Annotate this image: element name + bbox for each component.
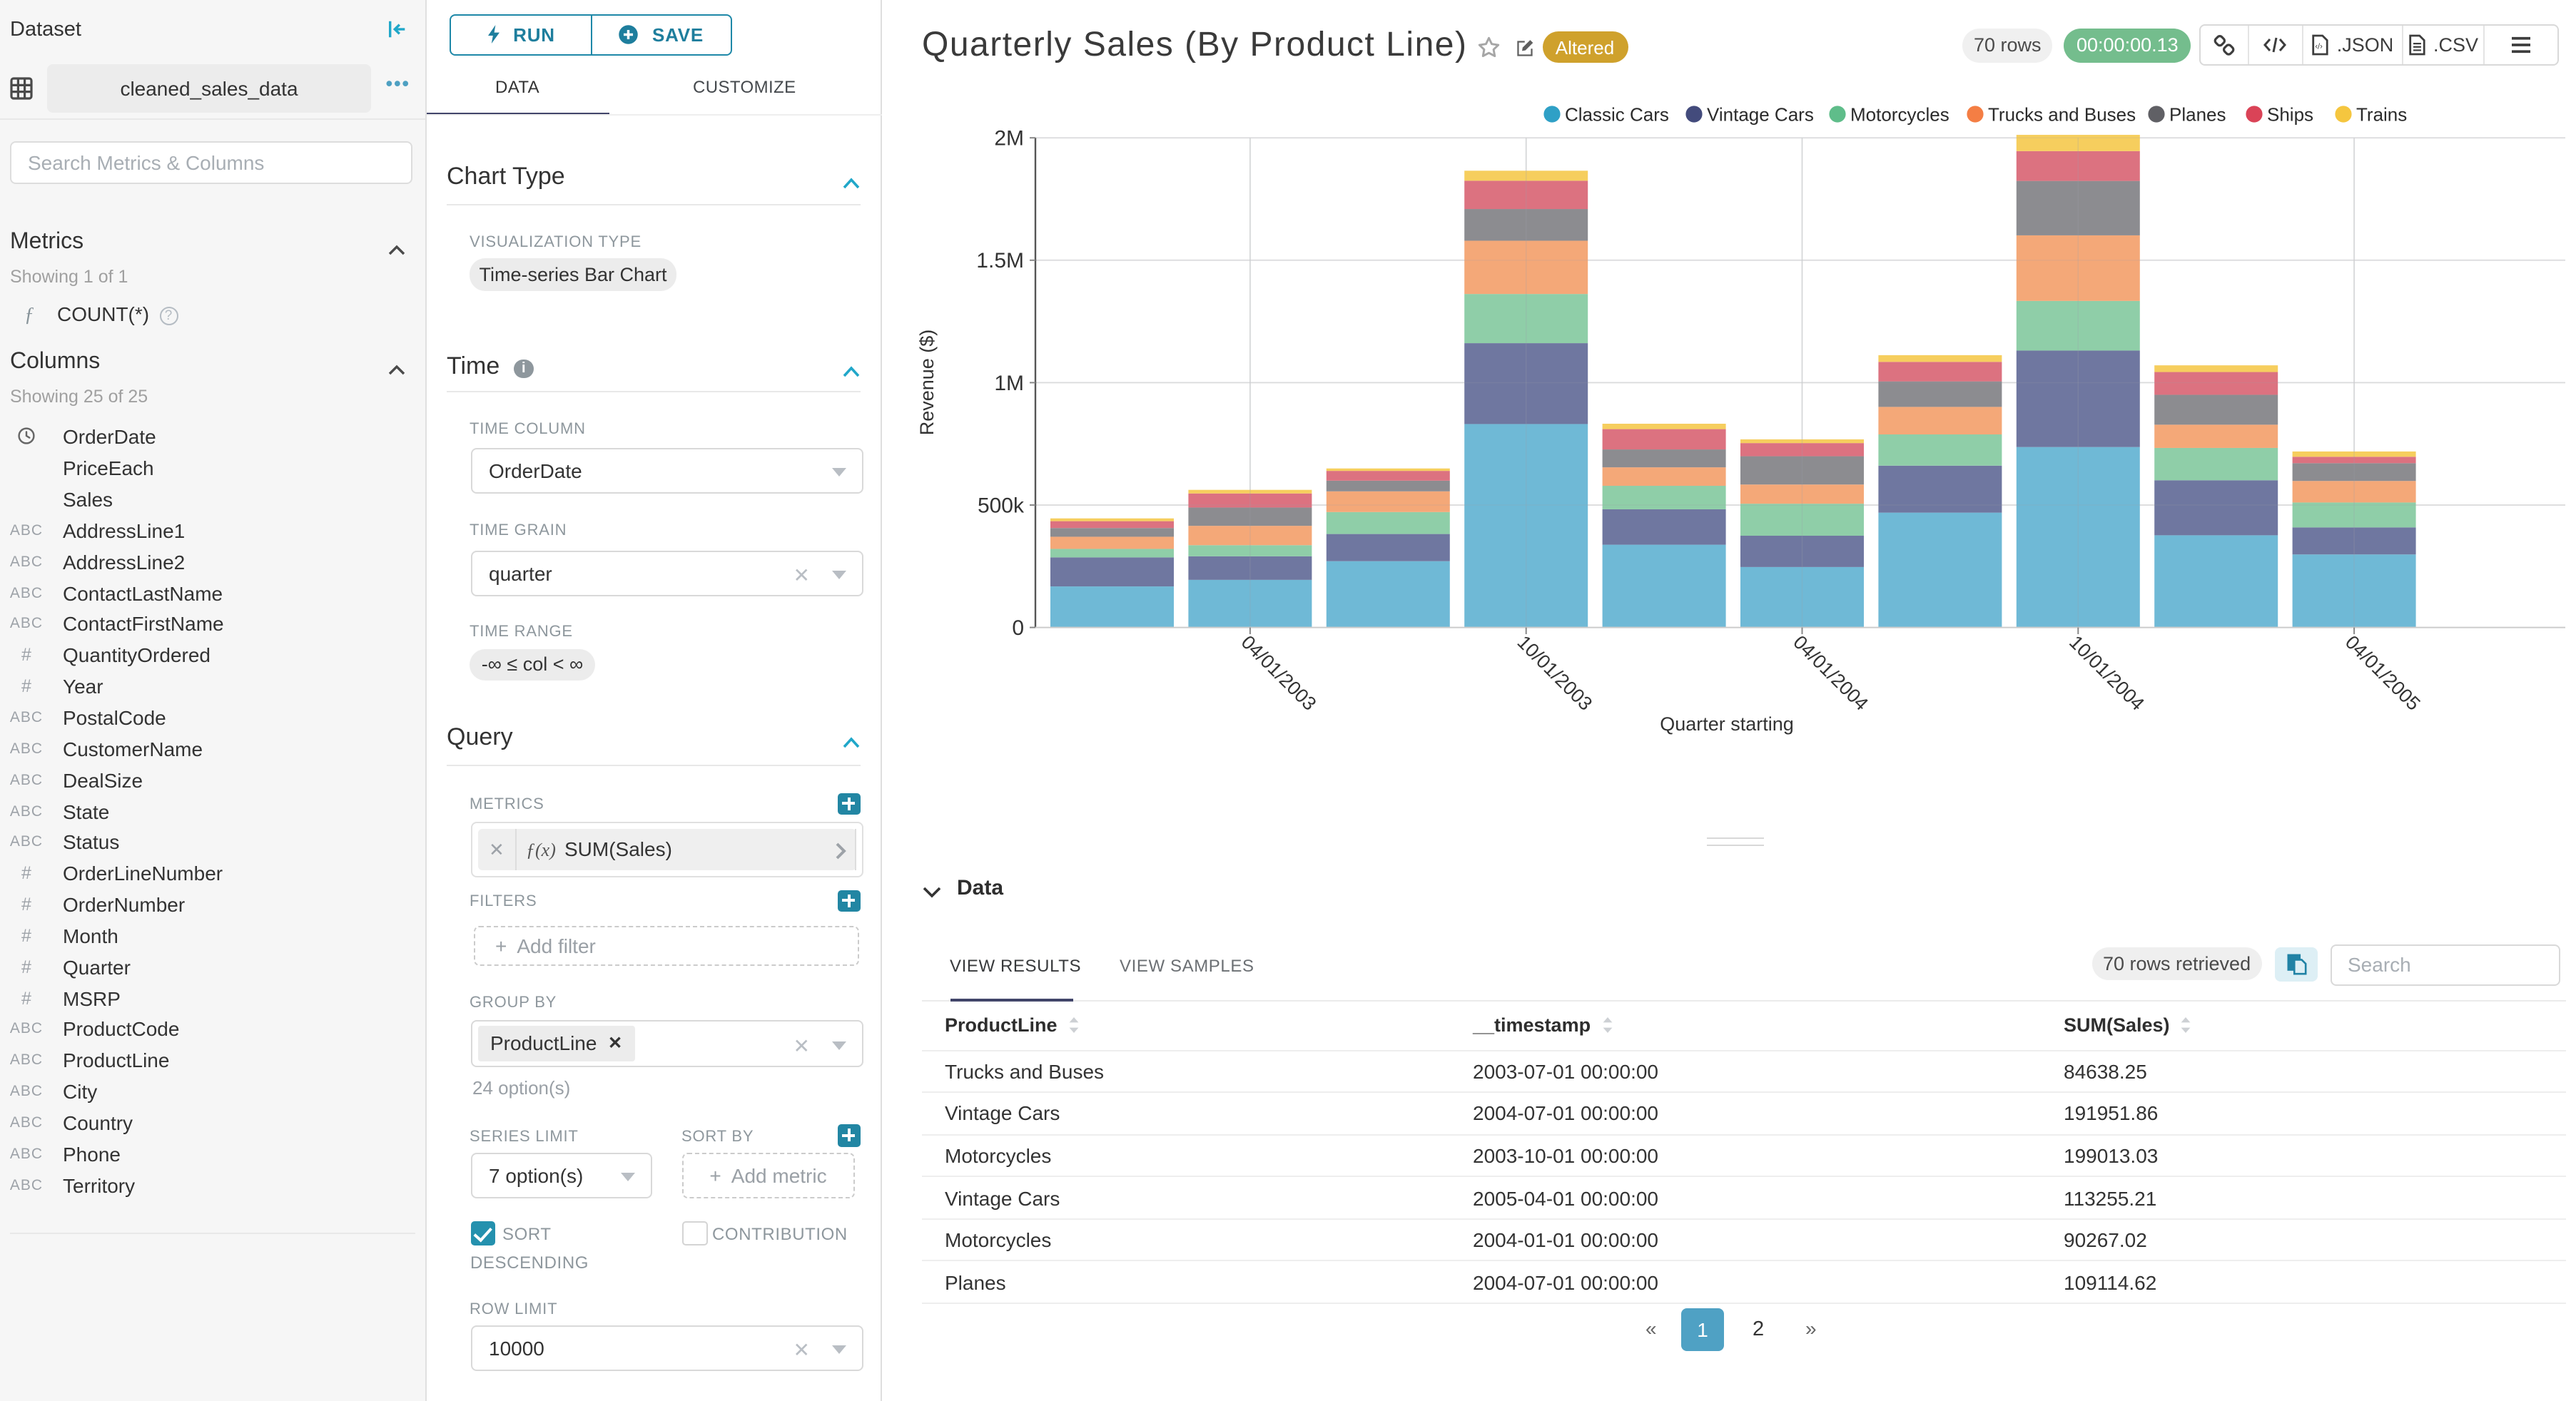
svg-text:04/01/2004: 04/01/2004 <box>1789 631 1872 715</box>
svg-text:2M: 2M <box>994 127 1024 151</box>
svg-text:Quarter starting: Quarter starting <box>1660 713 1794 735</box>
svg-text:10/01/2004: 10/01/2004 <box>2065 631 2149 715</box>
svg-text:1M: 1M <box>994 372 1024 395</box>
svg-text:Motorcycles: Motorcycles <box>1850 104 1949 126</box>
svg-text:Trucks and Buses: Trucks and Buses <box>1988 104 2136 126</box>
svg-text:10/01/2003: 10/01/2003 <box>1513 631 1596 715</box>
svg-text:Ships: Ships <box>2267 104 2313 126</box>
svg-text:1.5M: 1.5M <box>976 249 1024 272</box>
svg-text:Classic Cars: Classic Cars <box>1565 104 1669 126</box>
svg-text:0: 0 <box>1012 616 1024 640</box>
svg-text:Planes: Planes <box>2169 104 2226 126</box>
svg-text:04/01/2005: 04/01/2005 <box>2341 631 2425 715</box>
svg-text:Vintage Cars: Vintage Cars <box>1707 104 1814 126</box>
svg-text:Revenue ($): Revenue ($) <box>916 330 938 436</box>
svg-text:Trains: Trains <box>2356 104 2407 126</box>
svg-text:500k: 500k <box>978 494 1025 517</box>
svg-text:‹/›: ‹/› <box>2316 42 2323 51</box>
svg-text:04/01/2003: 04/01/2003 <box>1237 631 1321 715</box>
